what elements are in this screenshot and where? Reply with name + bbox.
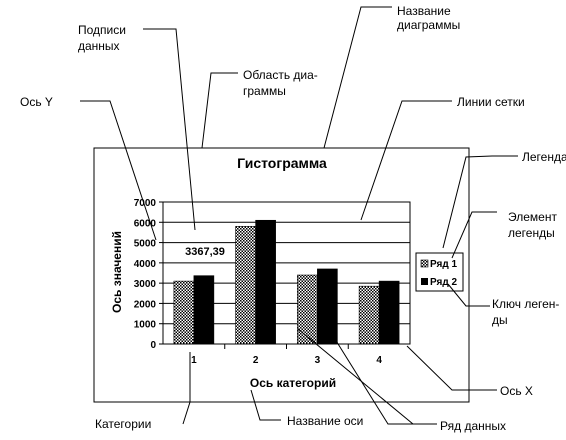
legend-key-series-2 [421,278,428,285]
x-tick-label: 1 [191,355,197,366]
legend-key-series-1 [420,259,429,268]
ann-chart-area-2: граммы [243,84,286,98]
ann-legend-key-1: Ключ леген- [492,297,559,311]
y-tick-label: 2000 [134,299,157,310]
legend-entry-series-1: Ряд 1 [430,259,457,270]
bar-series-1-cat-4 [358,285,380,345]
ann-legend-entry-2: легенды [508,226,555,240]
bar-series-2-cat-4 [378,280,400,345]
leader-legend-entry [451,211,497,259]
ann-y-axis: Ось Y [20,95,53,109]
ann-categories: Категории [95,417,151,431]
y-tick-label: 1000 [134,320,157,331]
leader-y-axis [80,100,157,241]
leader-chart-title [323,6,392,149]
x-tick-label: 2 [253,355,259,366]
x-tick-label: 3 [315,355,321,366]
y-tick-label: 7000 [134,198,157,209]
bar-series-1-cat-1 [173,280,195,345]
x-axis-title: Ось категорий [250,376,336,390]
y-axis-title: Ось значений [110,231,124,313]
leader-series-2 [319,314,413,425]
ann-chart-title-2: диаграммы [397,18,460,32]
ann-chart-title-1: Название [397,4,451,18]
bars [173,219,400,345]
bar-series-2-cat-1 [193,275,215,345]
bar-series-1-cat-2 [235,226,256,345]
ann-legend-key-2: ды [492,313,508,327]
ann-chart-area-1: Область диа- [243,68,318,82]
leader-axis-title [250,389,281,421]
ann-x-axis: Ось X [500,384,533,398]
y-tick-label: 0 [150,340,156,351]
ann-data-labels-1: Подписи [78,23,126,37]
ann-data-labels-2: данных [78,39,120,53]
leader-gridlines [360,100,452,221]
ann-legend: Легенда [522,150,566,164]
callout-lines [80,6,518,425]
y-tick-label: 6000 [134,218,157,229]
ann-axis-title: Название оси [287,414,363,428]
leader-legend-key [447,283,490,307]
y-tick-label: 5000 [134,239,157,250]
y-tick-label: 3000 [134,279,157,290]
bar-series-2-cat-2 [255,219,276,345]
leader-legend [442,155,518,249]
legend: Ряд 1 Ряд 2 [415,252,464,292]
data-label: 3367,39 [185,246,225,258]
chart-title: Гистограмма [237,155,327,171]
leader-x-axis [406,345,497,391]
leader-data-labels [143,28,196,231]
leader-chart-area [201,72,238,149]
ann-legend-entry-1: Элемент [508,210,557,224]
y-tick-label: 4000 [134,259,157,270]
bar-series-2-cat-3 [317,268,338,345]
y-axis-ticks: 0 1000 2000 3000 4000 5000 6000 7000 [134,198,163,351]
ann-data-series: Ряд данных [440,419,506,433]
leader-categories [182,352,191,425]
legend-entry-series-2: Ряд 2 [430,277,457,288]
ann-gridlines: Линии сетки [457,95,525,109]
x-tick-label: 4 [376,355,382,366]
bar-series-1-cat-3 [297,274,318,345]
x-axis-ticks: 1 2 3 4 [191,344,382,366]
